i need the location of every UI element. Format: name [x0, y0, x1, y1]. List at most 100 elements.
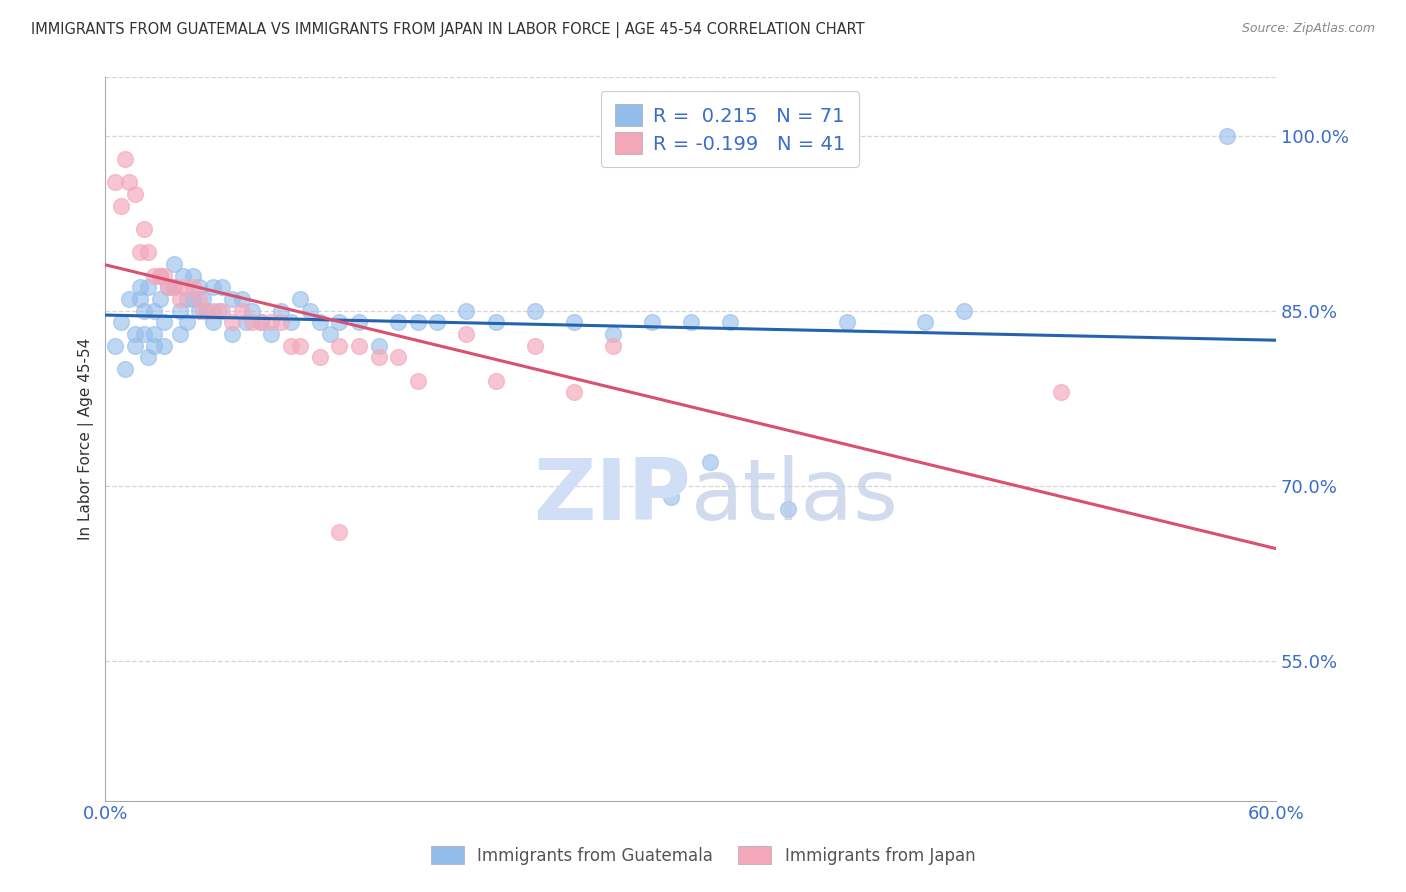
Point	[250, 315, 273, 329]
Text: atlas: atlas	[690, 456, 898, 539]
Point	[387, 351, 409, 365]
Point	[231, 303, 253, 318]
Point	[149, 292, 172, 306]
Point	[201, 303, 224, 318]
Point	[240, 303, 263, 318]
Point	[406, 315, 429, 329]
Point	[347, 339, 370, 353]
Point	[1050, 385, 1073, 400]
Text: IMMIGRANTS FROM GUATEMALA VS IMMIGRANTS FROM JAPAN IN LABOR FORCE | AGE 45-54 CO: IMMIGRANTS FROM GUATEMALA VS IMMIGRANTS …	[31, 22, 865, 38]
Point	[319, 326, 342, 341]
Point	[181, 280, 204, 294]
Point	[260, 326, 283, 341]
Point	[280, 339, 302, 353]
Point	[114, 152, 136, 166]
Point	[221, 326, 243, 341]
Text: ZIP: ZIP	[533, 456, 690, 539]
Point	[124, 187, 146, 202]
Point	[124, 326, 146, 341]
Point	[250, 315, 273, 329]
Point	[231, 292, 253, 306]
Point	[124, 339, 146, 353]
Point	[309, 351, 332, 365]
Point	[328, 339, 350, 353]
Point	[602, 339, 624, 353]
Point	[149, 268, 172, 283]
Point	[195, 303, 218, 318]
Point	[110, 315, 132, 329]
Point	[699, 455, 721, 469]
Point	[484, 374, 506, 388]
Point	[328, 525, 350, 540]
Point	[143, 268, 166, 283]
Point	[270, 303, 292, 318]
Point	[156, 280, 179, 294]
Legend: R =  0.215   N = 71, R = -0.199   N = 41: R = 0.215 N = 71, R = -0.199 N = 41	[600, 91, 859, 167]
Point	[104, 339, 127, 353]
Point	[181, 292, 204, 306]
Point	[163, 280, 186, 294]
Point	[118, 292, 141, 306]
Point	[136, 245, 159, 260]
Point	[169, 326, 191, 341]
Point	[188, 303, 211, 318]
Point	[260, 315, 283, 329]
Point	[952, 303, 974, 318]
Point	[659, 491, 682, 505]
Point	[270, 315, 292, 329]
Point	[172, 268, 194, 283]
Point	[835, 315, 858, 329]
Point	[280, 315, 302, 329]
Point	[221, 315, 243, 329]
Point	[456, 303, 478, 318]
Point	[328, 315, 350, 329]
Point	[387, 315, 409, 329]
Point	[367, 339, 389, 353]
Point	[191, 292, 214, 306]
Point	[201, 280, 224, 294]
Point	[134, 326, 156, 341]
Point	[290, 339, 312, 353]
Point	[188, 292, 211, 306]
Point	[484, 315, 506, 329]
Point	[176, 315, 198, 329]
Point	[129, 280, 152, 294]
Y-axis label: In Labor Force | Age 45-54: In Labor Force | Age 45-54	[79, 338, 94, 541]
Point	[240, 315, 263, 329]
Point	[136, 280, 159, 294]
Point	[309, 315, 332, 329]
Point	[426, 315, 449, 329]
Point	[104, 176, 127, 190]
Point	[134, 222, 156, 236]
Point	[640, 315, 662, 329]
Point	[221, 292, 243, 306]
Point	[523, 303, 546, 318]
Point	[456, 326, 478, 341]
Point	[118, 176, 141, 190]
Point	[181, 268, 204, 283]
Point	[914, 315, 936, 329]
Point	[201, 315, 224, 329]
Point	[523, 339, 546, 353]
Point	[211, 303, 233, 318]
Point	[129, 292, 152, 306]
Point	[235, 315, 257, 329]
Point	[602, 326, 624, 341]
Point	[129, 245, 152, 260]
Point	[163, 280, 186, 294]
Point	[347, 315, 370, 329]
Point	[1216, 128, 1239, 143]
Point	[153, 268, 176, 283]
Point	[149, 268, 172, 283]
Point	[188, 280, 211, 294]
Point	[718, 315, 741, 329]
Legend: Immigrants from Guatemala, Immigrants from Japan: Immigrants from Guatemala, Immigrants fr…	[422, 838, 984, 873]
Point	[169, 292, 191, 306]
Point	[778, 502, 800, 516]
Text: Source: ZipAtlas.com: Source: ZipAtlas.com	[1241, 22, 1375, 36]
Point	[176, 292, 198, 306]
Point	[367, 351, 389, 365]
Point	[110, 199, 132, 213]
Point	[143, 339, 166, 353]
Point	[172, 280, 194, 294]
